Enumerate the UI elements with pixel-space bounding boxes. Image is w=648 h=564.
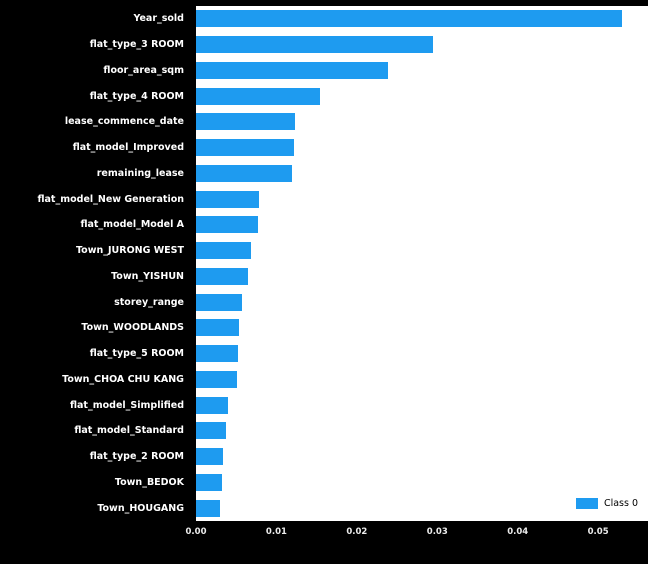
bar xyxy=(196,396,229,414)
bar xyxy=(196,293,242,311)
bar-row xyxy=(196,161,648,187)
bar-row xyxy=(196,32,648,58)
bar-row xyxy=(196,392,648,418)
y-tick-label: remaining_lease xyxy=(96,167,184,179)
x-tick-label: 0.01 xyxy=(265,527,287,537)
bar-row xyxy=(196,495,648,521)
y-tick-label: Town_WOODLANDS xyxy=(81,322,184,334)
bar xyxy=(196,61,389,79)
bar xyxy=(196,499,221,517)
bar-row xyxy=(196,109,648,135)
bar-row xyxy=(196,58,648,84)
y-tick-label: Town_HOUGANG xyxy=(97,502,184,514)
bar xyxy=(196,87,320,105)
bar-row xyxy=(196,212,648,238)
x-tick-label: 0.04 xyxy=(507,527,529,537)
bar-row xyxy=(196,264,648,290)
bars xyxy=(196,6,648,521)
bar xyxy=(196,10,623,28)
y-tick-label: Town_YISHUN xyxy=(111,270,184,282)
bar-row xyxy=(196,341,648,367)
y-tick-label: Town_JURONG WEST xyxy=(75,245,184,257)
x-tick-label: 0.00 xyxy=(185,527,207,537)
plot-area: Class 0 xyxy=(196,6,648,521)
bar-row xyxy=(196,6,648,32)
y-tick-label: flat_model_Standard xyxy=(74,425,184,437)
y-tick-label: flat_model_New Generation xyxy=(37,193,184,205)
y-tick-label: flat_type_4 ROOM xyxy=(89,90,184,102)
bar xyxy=(196,473,222,491)
bar-row xyxy=(196,444,648,470)
y-tick-label: flat_model_Improved xyxy=(72,142,184,154)
bar xyxy=(196,242,251,260)
bar xyxy=(196,319,239,337)
y-tick-label: flat_type_5 ROOM xyxy=(89,348,184,360)
x-tick-label: 0.05 xyxy=(587,527,609,537)
y-tick-label: floor_area_sqm xyxy=(103,64,184,76)
bar-row xyxy=(196,367,648,393)
bar xyxy=(196,422,226,440)
bar xyxy=(196,139,295,157)
bar-row xyxy=(196,135,648,161)
bar xyxy=(196,216,258,234)
x-tick-label: 0.02 xyxy=(346,527,368,537)
bar xyxy=(196,164,292,182)
y-tick-label: storey_range xyxy=(114,296,184,308)
bar xyxy=(196,370,238,388)
y-tick-label: Town_CHOA CHU KANG xyxy=(62,373,184,385)
bar-row xyxy=(196,238,648,264)
x-axis-ticks: 0.00 0.01 0.02 0.03 0.04 0.05 xyxy=(0,527,648,543)
y-tick-label: flat_type_2 ROOM xyxy=(89,451,184,463)
legend: Class 0 xyxy=(575,498,638,509)
bar-row xyxy=(196,186,648,212)
y-tick-label: Town_BEDOK xyxy=(114,476,184,488)
bar-row xyxy=(196,83,648,109)
bar-row xyxy=(196,470,648,496)
bar-row xyxy=(196,418,648,444)
y-tick-label: Year_sold xyxy=(133,13,184,25)
x-tick-label: 0.03 xyxy=(426,527,448,537)
legend-label: Class 0 xyxy=(603,498,638,509)
legend-swatch xyxy=(575,498,598,509)
bar xyxy=(196,190,259,208)
bar xyxy=(196,113,295,131)
bar xyxy=(196,267,249,285)
y-tick-label: flat_type_3 ROOM xyxy=(89,39,184,51)
bar-row xyxy=(196,289,648,315)
y-tick-label: flat_model_Model A xyxy=(80,219,184,231)
bar-row xyxy=(196,315,648,341)
bar xyxy=(196,36,434,54)
bar xyxy=(196,345,238,363)
y-tick-label: flat_model_Simplified xyxy=(69,399,184,411)
y-tick-label: lease_commence_date xyxy=(64,116,184,128)
bar xyxy=(196,448,224,466)
